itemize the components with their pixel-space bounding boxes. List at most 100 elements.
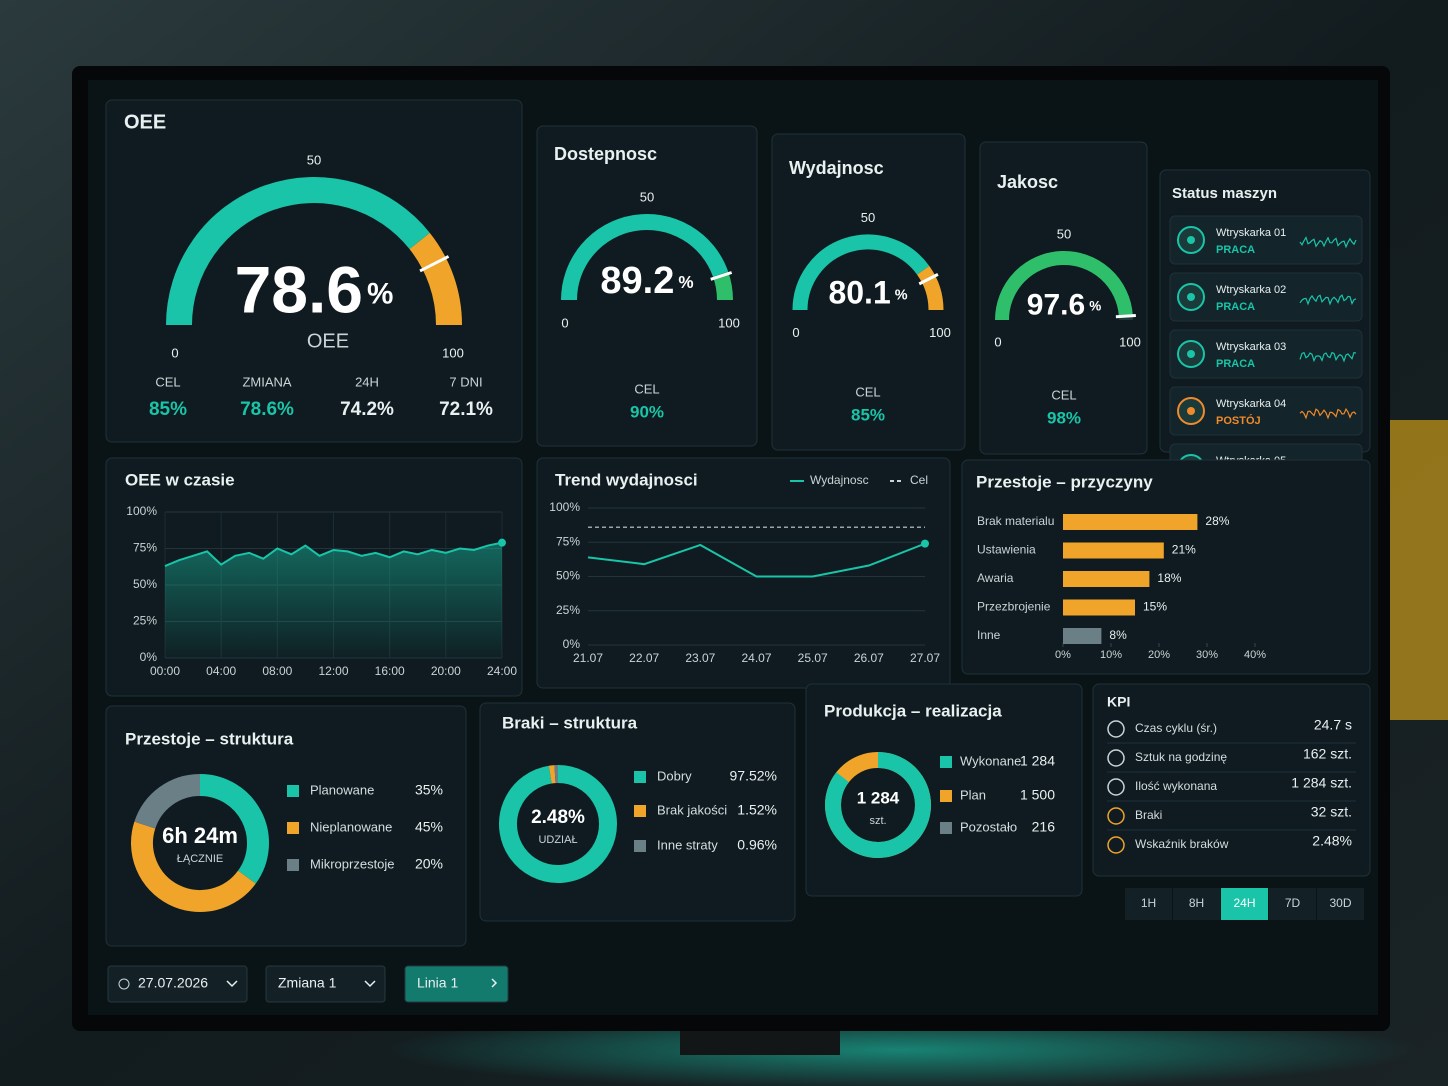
gauge-target <box>1115 313 1136 319</box>
panel-title: Wydajnosc <box>789 158 884 178</box>
x-tick-label: 0% <box>1055 649 1071 661</box>
bar <box>1063 571 1150 587</box>
x-tick-label: 21.07 <box>573 651 603 665</box>
time-range-label[interactable]: 7D <box>1285 896 1301 910</box>
time-range-label[interactable]: 24H <box>1233 896 1255 910</box>
x-tick-label: 20:00 <box>431 664 461 678</box>
panel <box>105 99 523 443</box>
time-range-button[interactable] <box>1317 888 1364 920</box>
panel <box>536 125 758 447</box>
gauge-tick-label: 0 <box>171 345 178 360</box>
filter-label[interactable]: Linia 1 <box>417 975 458 991</box>
x-tick-label: 08:00 <box>262 664 292 678</box>
panel-title: Trend wydajnosci <box>555 470 698 489</box>
x-tick-label: 16:00 <box>375 664 405 678</box>
time-range-button[interactable] <box>1125 888 1172 920</box>
machine-icon-dot <box>1187 407 1195 415</box>
filter-control[interactable] <box>107 965 248 1003</box>
donut-segment <box>134 774 201 829</box>
x-tick-label: 04:00 <box>206 664 236 678</box>
gauge-unit: % <box>895 287 908 303</box>
kpi-label: Czas cyklu (śr.) <box>1135 721 1217 735</box>
panel <box>979 141 1148 455</box>
filter-label[interactable]: Zmiana 1 <box>278 975 337 991</box>
panel-title: Jakosc <box>997 172 1058 192</box>
time-range-button[interactable] <box>1173 888 1220 920</box>
time-range-button[interactable] <box>1269 888 1316 920</box>
gauge-tick-label: 50 <box>307 152 321 167</box>
sparkline <box>1299 236 1357 249</box>
x-tick-label: 22.07 <box>629 651 659 665</box>
chevron <box>491 978 498 988</box>
x-tick-label: 23.07 <box>685 651 715 665</box>
donut-center-caption: ŁĄCZNIE <box>177 853 223 865</box>
target-value: 90% <box>630 402 664 421</box>
legend-value: 1.52% <box>737 802 777 818</box>
legend-value: 1 284 <box>1020 753 1055 769</box>
target-label: CEL <box>855 384 880 399</box>
machine-card <box>1169 272 1363 322</box>
gauge-value <box>166 177 430 326</box>
gauge-value-text: 89.2% <box>600 260 693 302</box>
machine-state: PRACA <box>1216 358 1255 370</box>
legend-value: 0.96% <box>737 837 777 853</box>
stat-value: 85% <box>149 399 187 420</box>
y-tick-label: 50% <box>133 577 157 591</box>
gauge-value <box>792 234 930 311</box>
filter-control[interactable] <box>404 965 509 1003</box>
legend-label: Plan <box>960 787 986 802</box>
panel-title: Dostepnosc <box>554 144 657 164</box>
gauge-unit: % <box>678 272 693 291</box>
donut-segment <box>548 765 556 784</box>
filter-label[interactable]: 27.07.2026 <box>138 975 208 991</box>
machine-state: PRACA <box>1216 244 1255 256</box>
kpi-value: 162 szt. <box>1303 746 1352 762</box>
legend-swatch <box>634 805 646 817</box>
machine-card <box>1169 386 1363 436</box>
legend-label: Wykonane <box>960 753 1021 768</box>
bar <box>1063 514 1198 530</box>
kpi-icon <box>1107 749 1125 767</box>
legend-swatch <box>940 790 952 802</box>
legend-label: Pozostało <box>960 819 1017 834</box>
legend-swatch <box>287 822 299 834</box>
bar <box>1063 599 1135 616</box>
machine-name: Wtryskarka 01 <box>1216 227 1286 239</box>
gauge-value-number: 78.6 <box>235 253 363 327</box>
legend-value: 20% <box>415 856 443 872</box>
kpi-value: 24.7 s <box>1314 717 1352 733</box>
time-range-label[interactable]: 8H <box>1189 896 1204 910</box>
stat-label: ZMIANA <box>242 374 291 389</box>
stat-value: 74.2% <box>340 399 394 420</box>
legend-label: Wydajnosc <box>810 473 869 487</box>
gauge-value <box>561 214 729 301</box>
end-point <box>921 539 929 548</box>
panel-title: Przestoje – struktura <box>125 729 294 748</box>
time-range-label[interactable]: 1H <box>1141 896 1156 910</box>
donut-progress <box>825 752 931 858</box>
legend-label: Planowane <box>310 782 374 797</box>
stat-value: 78.6% <box>240 399 294 420</box>
stat-label: 7 DNI <box>449 374 482 389</box>
gauge-value-text: 97.6% <box>1027 288 1101 321</box>
filter-control[interactable] <box>265 965 386 1003</box>
y-tick-label: 0% <box>140 650 158 664</box>
y-tick-label: 50% <box>556 569 580 583</box>
target-value: 85% <box>851 405 885 424</box>
category-label: Awaria <box>977 571 1014 585</box>
time-range-button[interactable] <box>1221 888 1268 920</box>
gauge-tick-label: 100 <box>442 345 464 360</box>
gauge-tick-label: 50 <box>1057 226 1071 241</box>
machine-icon-dot <box>1187 293 1195 301</box>
kpi-label: Ilość wykonana <box>1135 779 1217 793</box>
gauge-target <box>918 273 939 286</box>
gauge-unit: % <box>367 277 393 310</box>
panel-title: Braki – struktura <box>502 713 638 732</box>
legend-label: Brak jakości <box>657 802 727 817</box>
kpi-value: 2.48% <box>1312 833 1352 849</box>
time-range-label[interactable]: 30D <box>1329 896 1351 910</box>
machine-name: Wtryskarka 03 <box>1216 341 1286 353</box>
value-label: 21% <box>1172 543 1196 557</box>
legend-value: 97.52% <box>730 768 777 784</box>
